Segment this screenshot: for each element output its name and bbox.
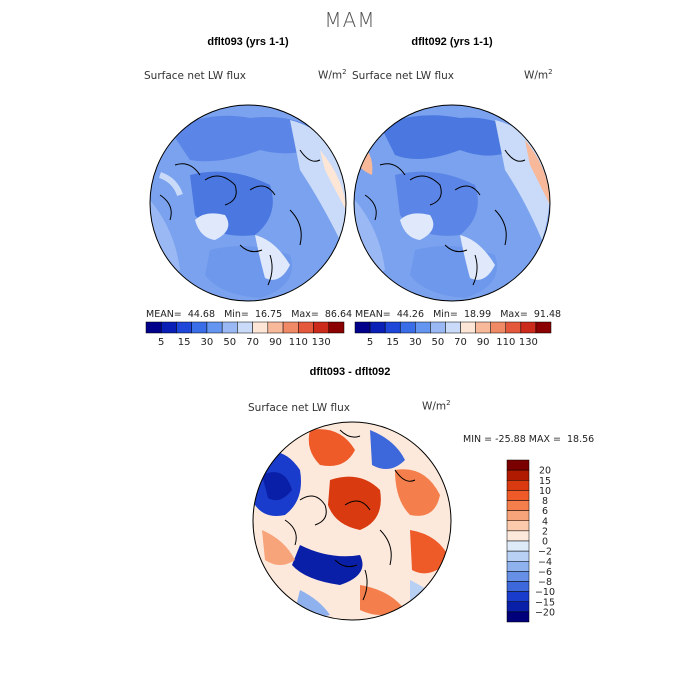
panel-2-colorbar-swatch [384,321,401,334]
panel-2-colorbar-tick-label: 70 [454,337,467,348]
panel-2-colorbar-swatch [490,321,507,334]
panel-1-colorbar-swatch [160,321,177,334]
panel-2-colorbar: 5 15 30 50 70 90 110 130 [354,321,552,348]
diff-colorbar-tick-label: 6 [542,506,548,517]
figure-title: MAM [324,8,376,32]
panel-1-colorbar-swatch [298,321,314,334]
diff-colorbar-swatch [506,500,530,511]
panel-2-colorbar-tick-label: 130 [519,337,538,348]
diff-colorbar-tick-label: −2 [538,547,552,558]
panel-2-colorbar-tick-label: 110 [496,337,515,348]
panel-1-colorbar-tick-label: 50 [223,337,236,348]
diff-colorbar-tick-label: −8 [538,577,552,588]
panel-1-variable: Surface net LW flux [144,70,246,82]
panel-2-colorbar-swatch [535,321,552,334]
diff-colorbar-swatch [506,571,530,582]
diff-colorbar-tick-label: 20 [539,466,551,477]
diff-colorbar-tick-label: 4 [542,516,548,527]
panel-2-colorbar-tick-label: 30 [409,337,422,348]
diff-colorbar-swatch [506,510,530,521]
panel-1-colorbar-swatch [328,321,345,334]
panel-2-colorbar-swatch [430,321,446,334]
panel-2-colorbar-tick-label: 50 [432,337,445,348]
diff-colorbar-tick-label: 10 [539,486,551,497]
panel-1-colorbar-swatch [176,321,192,334]
panel-1-colorbar-tick-label: 15 [178,337,191,348]
diff-colorbar-swatch [506,611,530,623]
diff-colorbar-swatch [506,459,530,471]
diff-colorbar-tick-label: 8 [542,496,548,507]
panel-2-map-border [353,104,551,302]
diff-colorbar-swatch [506,561,530,572]
panel-2-variable: Surface net LW flux [352,70,454,82]
panel-2-colorbar-tick-label: 15 [386,337,399,348]
diff-colorbar-tick-label: 0 [542,537,548,548]
panel-1-colorbar-swatch [145,321,162,334]
diff-colorbar-swatch [506,480,530,491]
panel-1-colorbar-tick-label: 30 [201,337,214,348]
diff-colorbar-tick-label: −15 [535,597,555,608]
diff-colorbar-swatch [506,581,530,592]
panel-2-units: W/m2 [524,68,553,82]
panel-1-colorbar-tick-label: 5 [158,337,164,348]
panel-2-colorbar-swatch [369,321,386,334]
diff-map-border [252,421,452,621]
panel-2-colorbar-tick-label: 90 [477,337,490,348]
panel-1-colorbar-swatch [221,321,238,334]
panel-2-colorbar-swatch [475,321,491,334]
panel-2-colorbar-swatch [354,321,371,334]
diff-colorbar-tick-label: −10 [535,587,555,598]
panel-1-colorbar-swatch [313,321,330,334]
panel-2-colorbar-swatch [505,321,522,334]
panel-2-colorbar-swatch [520,321,537,334]
diff-colorbar-tick-label: −6 [538,567,552,578]
panel-2-colorbar-tick-label: 5 [367,337,373,348]
panel-1-colorbar-swatch [282,321,299,334]
diff-panel-units: W/m2 [422,399,451,413]
panel-1-map-border [149,104,347,302]
panel-1-title: dflt093 (yrs 1-1) [207,36,289,48]
panel-1-colorbar-tick-label: 130 [312,337,331,348]
diff-panel-title: dflt093 - dflt092 [309,366,391,378]
panel-1-colorbar-swatch [267,321,284,334]
panel-2-title: dflt092 (yrs 1-1) [411,36,493,48]
panel-1-stats: MEAN= 44.68 Min= 16.75 Max= 86.64 [146,309,353,320]
diff-colorbar-swatch [506,591,530,602]
diff-panel-variable: Surface net LW flux [248,402,350,414]
diff-colorbar-swatch [506,601,530,613]
diff-colorbar-swatch [506,520,530,532]
panel-2-colorbar-swatch [399,321,416,334]
diff-colorbar-swatch [506,540,530,552]
panel-1-units: W/m2 [318,68,347,82]
diff-colorbar-tick-label: −20 [535,607,555,618]
diff-map [253,422,451,620]
panel-1-colorbar: 5 15 30 50 70 90 110 130 [145,321,345,348]
panel-1-colorbar-tick-label: 90 [269,337,282,348]
diff-panel-stats: MIN = -25.88 MAX = 18.56 [463,434,595,445]
diff-colorbar-tick-label: 2 [542,526,548,537]
panel-1-colorbar-swatch [237,321,253,334]
panel-2-stats: MEAN= 44.26 Min= 18.99 Max= 91.48 [355,309,562,320]
panel-1-colorbar-tick-label: 70 [246,337,259,348]
panel-1-colorbar-tick-label: 110 [289,337,308,348]
diff-colorbar-tick-label: 15 [539,476,551,487]
panel-2-colorbar-swatch [415,321,431,334]
diff-colorbar-swatch [506,469,530,481]
panel-1-colorbar-swatch [206,321,223,334]
diff-colorbar-swatch [506,550,530,562]
panel-1-map [150,105,346,301]
diff-colorbar-swatch [506,490,530,501]
panel-1-colorbar-swatch [191,321,208,334]
panel-1-colorbar-swatch [252,321,269,334]
diff-colorbar-tick-label: −4 [538,557,552,568]
diff-colorbar-swatch [506,530,530,542]
panel-2-colorbar-swatch [445,321,461,334]
panel-2-colorbar-swatch [460,321,476,334]
